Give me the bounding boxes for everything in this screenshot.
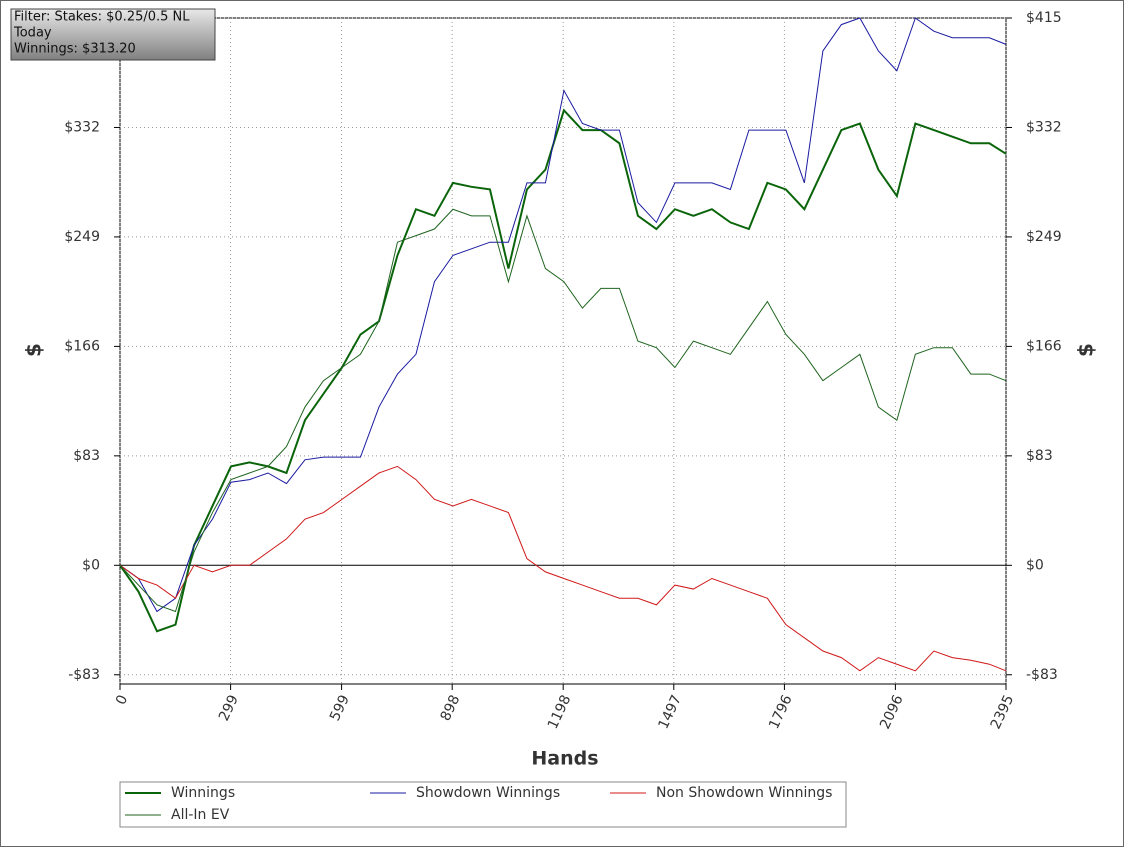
filter-text: Filter: Stakes: $0.25/0.5 NL [14,10,190,25]
legend-label: Non Showdown Winnings [656,785,832,801]
legend-label: All-In EV [171,807,230,823]
filter-text: Winnings: $313.20 [14,42,136,57]
y-tick-label: -$83 [68,667,100,683]
y2-axis-label: $ [1074,343,1098,357]
y2-tick-label: -$83 [1026,667,1058,683]
y2-tick-label: $415 [1026,10,1062,26]
series-line [119,465,1007,672]
y-tick-label: $332 [64,119,100,135]
y-tick-label: $83 [73,448,100,464]
y2-tick-label: $83 [1026,448,1053,464]
legend-label: Showdown Winnings [416,785,560,801]
y-axis-label: $ [22,343,46,357]
filter-box [10,8,216,61]
legend [119,781,847,828]
y-tick-label: $249 [64,229,100,245]
filter-text: Today [13,26,52,41]
y-tick-label: $166 [64,338,100,354]
y2-tick-label: $249 [1026,229,1062,245]
series-line [119,17,1007,613]
y2-tick-label: $166 [1026,338,1062,354]
legend-label: Winnings [171,785,235,801]
x-axis-label: Hands [531,748,598,770]
y2-tick-label: $0 [1026,557,1044,573]
y-tick-label: $0 [82,557,100,573]
series-line [119,208,1007,613]
y2-tick-label: $332 [1026,119,1062,135]
